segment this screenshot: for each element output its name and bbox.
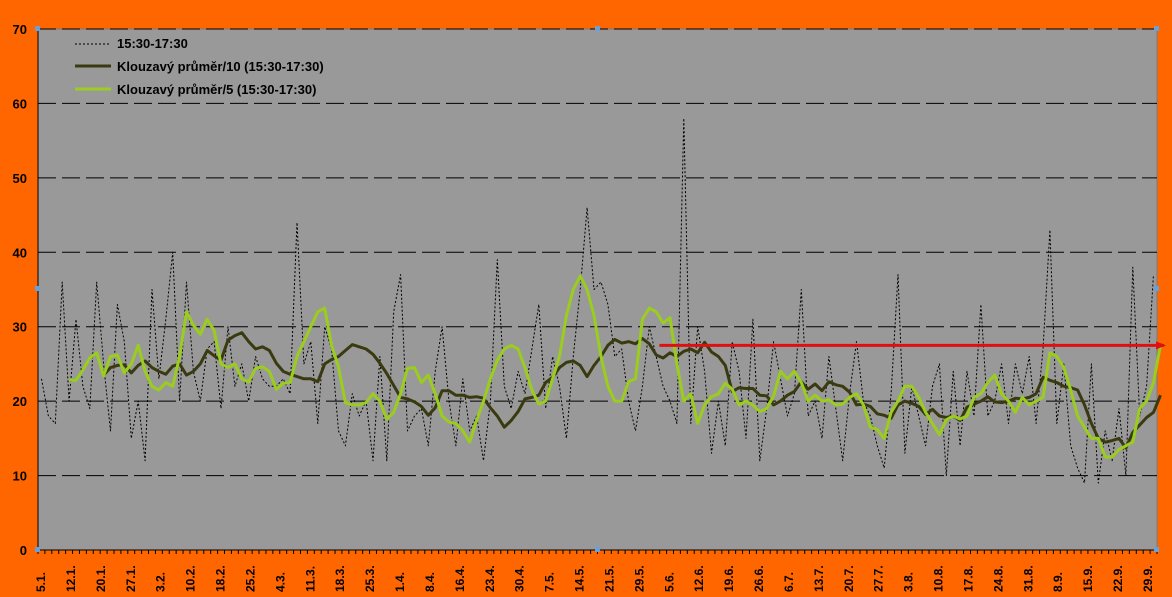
legend-label-ma10: Klouzavý průměr/10 (15:30-17:30) — [117, 59, 324, 74]
x-tick-label: 22.9. — [1111, 565, 1125, 592]
x-tick-label: 12.6. — [692, 565, 706, 592]
y-tick-label-10: 10 — [13, 469, 27, 484]
x-tick-label: 20.7. — [842, 565, 856, 592]
plot-area — [37, 28, 1158, 551]
resize-handle-bottom-right[interactable] — [1154, 547, 1159, 552]
x-tick-label: 20.1. — [94, 565, 108, 592]
x-tick-label: 18.3. — [333, 565, 347, 592]
x-tick-label: 17.8. — [961, 565, 975, 592]
y-tick-label-20: 20 — [13, 394, 27, 409]
x-tick-label: 13.7. — [812, 565, 826, 592]
resize-handle-middle-right[interactable] — [1154, 286, 1159, 291]
x-tick-label: 4.3. — [273, 572, 287, 592]
x-tick-label: 25.2. — [243, 565, 257, 592]
resize-handle-bottom-center[interactable] — [595, 547, 600, 552]
x-tick-label: 27.7. — [872, 565, 886, 592]
y-tick-label-0: 0 — [20, 543, 27, 558]
series-line-1 — [102, 331, 1162, 450]
x-tick-label: 3.2. — [154, 572, 168, 592]
x-tick-label: 5.1. — [34, 572, 48, 592]
x-tick-label: 6.7. — [782, 572, 796, 592]
selection-handles[interactable] — [35, 26, 1159, 552]
y-tick-label-40: 40 — [13, 245, 27, 260]
x-tick-label: 10.8. — [932, 565, 946, 592]
x-tick-label: 31.8. — [1021, 565, 1035, 592]
resize-handle-top-right[interactable] — [1154, 26, 1159, 31]
x-tick-label: 11.3. — [303, 566, 317, 592]
x-tick-label: 8.4. — [423, 572, 437, 592]
x-tick-label: 7.5. — [543, 572, 557, 592]
x-tick-label: 5.6. — [662, 572, 676, 592]
x-tick-label: 15.9. — [1081, 565, 1095, 592]
legend-label-ma5: Klouzavý průměr/5 (15:30-17:30) — [117, 82, 316, 97]
x-tick-label: 23.4. — [483, 565, 497, 592]
x-tick-label: 18.2. — [214, 565, 228, 592]
y-ticks: 0 10 20 30 40 50 60 70 — [13, 22, 27, 558]
series-layer — [41, 117, 1162, 484]
y-tick-label-50: 50 — [13, 171, 27, 186]
x-tick-label: 12.1. — [64, 565, 78, 592]
resize-handle-top-left[interactable] — [35, 26, 40, 31]
x-tick-label: 30.4. — [513, 565, 527, 592]
resize-handle-bottom-left[interactable] — [35, 547, 40, 552]
x-tick-label: 29.5. — [632, 565, 646, 592]
x-tick-label: 8.9. — [1051, 572, 1065, 592]
x-tick-label: 25.3. — [363, 565, 377, 592]
x-tick-label: 14.5. — [573, 565, 587, 592]
y-tick-label-30: 30 — [13, 320, 27, 335]
x-tick-label: 16.4. — [453, 565, 467, 592]
x-tick-label: 19.6. — [722, 565, 736, 592]
resize-handle-top-center[interactable] — [595, 26, 600, 31]
y-tick-label-70: 70 — [13, 22, 27, 37]
x-tick-label: 21.5. — [602, 565, 616, 592]
x-tick-label: 1.4. — [393, 572, 407, 592]
resize-handle-middle-left[interactable] — [35, 286, 40, 291]
x-tick-label: 26.6. — [752, 565, 766, 592]
legend-label-raw: 15:30-17:30 — [117, 36, 188, 51]
x-ticks: 5.1. 12.1. 20.1. 27.1. 3.2. 10.2. 18.2. 25.2. 4.… — [34, 550, 1158, 592]
x-tick-label: 24.8. — [991, 565, 1005, 592]
legend: 15:30-17:30 Klouzavý průměr/10 (15:30-17… — [75, 36, 324, 97]
y-tick-label-60: 60 — [13, 96, 27, 111]
x-tick-label: 10.2. — [184, 565, 198, 592]
x-tick-label: 27.1. — [124, 565, 138, 592]
series-line-2 — [69, 274, 1162, 459]
x-tick-label: 3.8. — [902, 572, 916, 592]
x-tick-label: 29.9. — [1141, 565, 1155, 592]
